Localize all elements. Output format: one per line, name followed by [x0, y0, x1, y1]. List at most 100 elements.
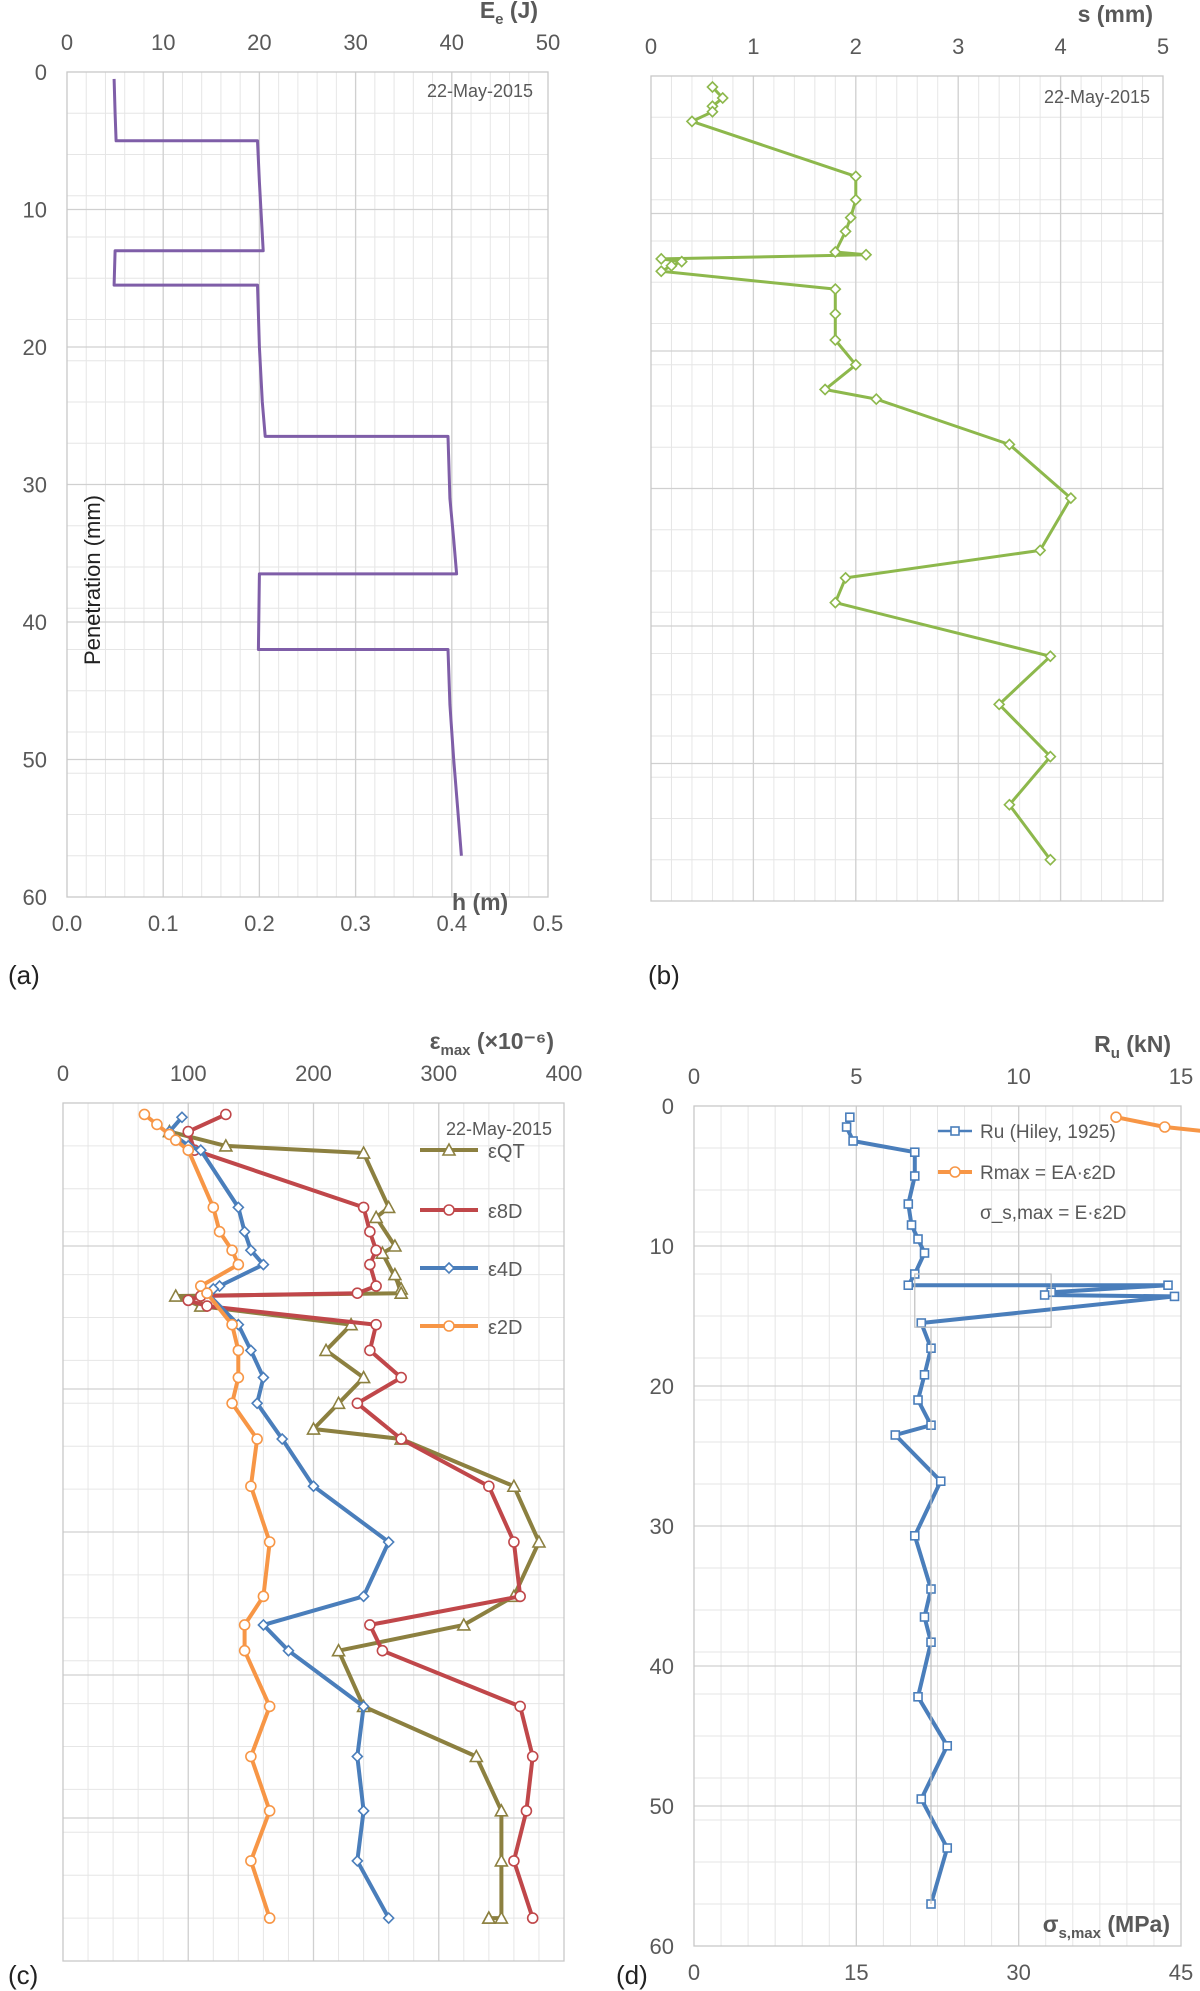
series-line [143, 1112, 272, 1919]
data-point [829, 245, 842, 259]
x-tick-top: 400 [546, 1061, 583, 1086]
legend-marker [443, 1204, 455, 1216]
panel-a: 0 10 20 30 40 50 0.0 0.1 0.2 0.3 0.4 0.5 0 10 20 30 40 50… [8, 0, 563, 990]
x-tick-top: 5 [1157, 34, 1169, 59]
data-point [382, 1911, 395, 1925]
data-point [514, 1590, 526, 1603]
data-point [456, 1617, 472, 1631]
data-point [848, 1136, 858, 1146]
x-tick-top: 15 [1169, 1064, 1193, 1089]
x-axis-title-bottom: h (m) [452, 889, 508, 915]
data-point [526, 1750, 539, 1763]
legend-label: ε4D [488, 1259, 522, 1281]
data-point [655, 252, 668, 266]
data-point [890, 1430, 901, 1440]
series-line [844, 1116, 1177, 1905]
data-point [481, 1910, 497, 1924]
x-tick-top: 20 [247, 30, 271, 55]
x-tick-top: 1 [747, 34, 759, 59]
data-point [381, 1199, 396, 1214]
data-point [370, 1280, 382, 1292]
data-point [494, 1803, 509, 1817]
data-point [364, 1225, 376, 1238]
series-line [112, 78, 463, 856]
data-point [1044, 750, 1057, 763]
data-point [238, 1644, 251, 1657]
data-point [706, 105, 719, 118]
data-point [257, 1618, 270, 1632]
legend-marker [443, 1320, 455, 1332]
data-point [207, 1201, 220, 1214]
y-tick: 60 [650, 1934, 674, 1959]
panel-b: 0 1 2 3 4 5s (mm) 22-May-2015 (b) [645, 1, 1169, 990]
y-tick: 0 [35, 60, 47, 85]
plot-frame [650, 75, 1164, 902]
data-point [368, 1209, 384, 1224]
data-point [201, 1300, 213, 1312]
data-point [839, 571, 852, 585]
y-tick: 10 [23, 198, 47, 223]
data-point [370, 1244, 382, 1257]
data-point [357, 1804, 370, 1817]
data-point [483, 1480, 495, 1493]
x-tick-bottom: 15 [844, 1960, 868, 1985]
data-point [306, 1421, 321, 1435]
data-point [706, 80, 719, 94]
x-tick-top: 100 [170, 1061, 207, 1086]
x-tick-top: 3 [952, 34, 964, 59]
legend-label: εQT [488, 1141, 525, 1163]
series-line [1115, 1115, 1200, 1133]
data-point [151, 1118, 163, 1131]
y-tick: 0 [662, 1094, 674, 1119]
data-point [263, 1536, 276, 1548]
legend-marker [441, 1142, 457, 1156]
data-point [909, 1171, 920, 1181]
data-point [226, 1397, 238, 1410]
data-point [351, 1397, 364, 1410]
x-tick-top: 30 [343, 30, 367, 55]
data-point [909, 1531, 920, 1541]
y-tick: 30 [23, 473, 47, 498]
data-point [364, 1619, 376, 1631]
data-point [257, 1590, 270, 1603]
x-axis-title-top: Ru (kN) [1094, 1031, 1171, 1062]
data-point [201, 1287, 213, 1299]
data-point [232, 1201, 245, 1214]
data-point [263, 1700, 276, 1713]
data-point [845, 1112, 855, 1122]
data-point [506, 1478, 522, 1493]
data-point [1158, 1121, 1171, 1133]
legend-marker [442, 1261, 456, 1275]
data-point [194, 1144, 207, 1157]
data-point [351, 1287, 364, 1299]
data-point [245, 1750, 257, 1763]
data-point [257, 1258, 270, 1271]
data-point [942, 1843, 953, 1853]
data-point [395, 1433, 407, 1445]
data-point [859, 248, 873, 261]
data-point [844, 211, 857, 224]
x-tick-bottom: 0.5 [533, 911, 564, 936]
plot-frame [693, 1105, 1182, 1947]
data-point [351, 1750, 364, 1763]
data-point [494, 1853, 509, 1867]
y-tick: 40 [23, 610, 47, 635]
x-tick-top: 0 [57, 1061, 69, 1086]
data-point [903, 1199, 914, 1209]
data-point [1169, 1291, 1180, 1302]
x-tick-bottom: 45 [1169, 1960, 1193, 1985]
data-point [993, 698, 1006, 711]
data-point [356, 1369, 371, 1384]
legend-label: ε8D [488, 1201, 522, 1223]
panel-label: (a) [8, 960, 40, 990]
x-tick-bottom: 0.1 [148, 911, 179, 936]
data-point [251, 1397, 264, 1410]
x-tick-top: 2 [850, 34, 862, 59]
y-tick: 50 [650, 1794, 674, 1819]
data-point [1044, 853, 1057, 866]
x-tick-bottom: 0.2 [244, 911, 275, 936]
data-point [909, 1147, 920, 1157]
legend-label: σ_s,max = E·ε2D [980, 1203, 1126, 1224]
data-point [182, 1125, 195, 1138]
data-point [357, 1590, 370, 1603]
